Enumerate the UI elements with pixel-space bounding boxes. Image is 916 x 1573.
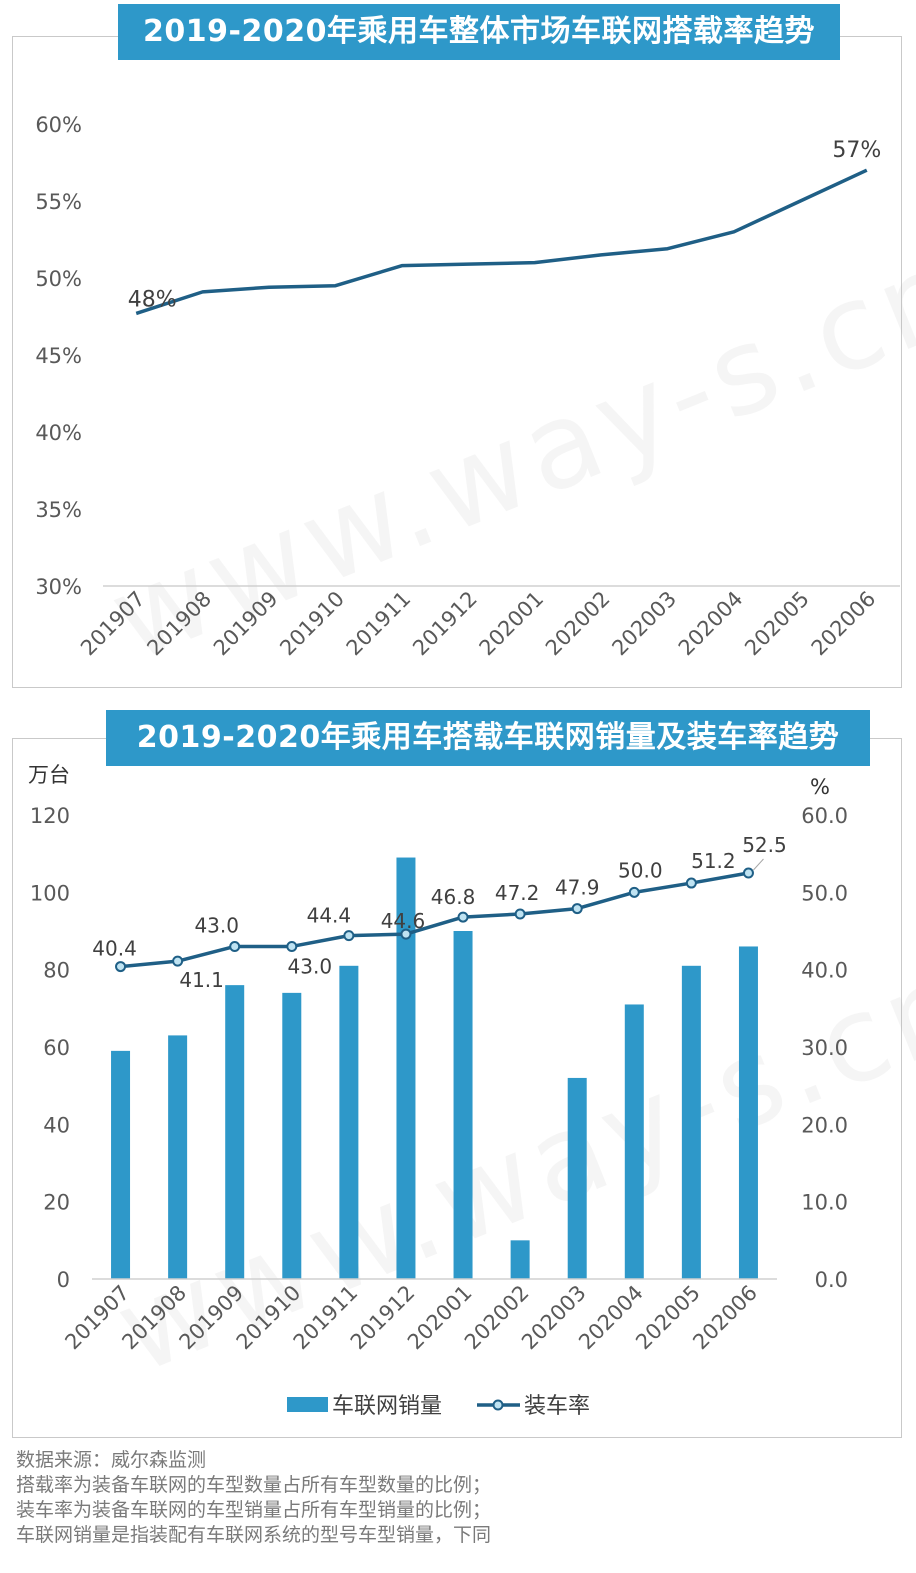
- y-tick-label-right: 0.0: [815, 1268, 848, 1292]
- bar: [168, 1035, 188, 1279]
- rate-marker: [343, 930, 355, 942]
- y-tick-label: 60%: [35, 113, 82, 137]
- bar: [339, 965, 359, 1279]
- y-tick-label-left: 100: [30, 881, 70, 905]
- bar: [225, 985, 245, 1279]
- bar: [510, 1240, 530, 1279]
- legend-label: 车联网销量: [332, 1394, 442, 1419]
- data-label: 57%: [832, 138, 881, 163]
- y-tick-label-left: 60: [43, 1036, 70, 1060]
- y-tick-label-right: 30.0: [801, 1036, 848, 1060]
- rate-data-label: 50.0: [618, 858, 663, 882]
- y-tick-label-left: 0: [57, 1268, 70, 1292]
- rate-marker: [286, 940, 298, 952]
- bar: [624, 1004, 644, 1279]
- x-tick-label: 202006: [688, 1281, 762, 1355]
- footnote-definition: 装车率为装备车联网的车型销量占所有车型销量的比例；: [16, 1499, 492, 1521]
- y-tick-label-left: 120: [30, 804, 70, 828]
- rate-marker: [115, 961, 127, 973]
- y-tick-label: 55%: [35, 190, 82, 214]
- legend-label: 装车率: [524, 1394, 590, 1419]
- bar: [453, 931, 473, 1279]
- y-axis-unit-left: 万台: [28, 763, 70, 787]
- rate-data-label: 41.1: [179, 968, 224, 992]
- footnote-definition: 搭载率为装备车联网的车型数量占所有车型数量的比例；: [16, 1474, 492, 1496]
- bar: [396, 857, 416, 1279]
- rate-data-label: 51.2: [691, 849, 736, 873]
- series-line: [135, 168, 868, 316]
- bar: [567, 1077, 587, 1279]
- rate-marker: [457, 911, 469, 923]
- y-tick-label: 40%: [35, 421, 82, 445]
- rate-marker: [514, 908, 526, 920]
- y-tick-label-right: 60.0: [801, 804, 848, 828]
- bar: [681, 965, 701, 1279]
- line-chart: 30%35%40%45%50%55%60%2019072019082019092…: [35, 113, 900, 660]
- rate-data-label: 47.9: [555, 876, 600, 900]
- bar: [738, 946, 758, 1279]
- y-tick-label: 50%: [35, 267, 82, 291]
- rate-marker: [229, 940, 241, 952]
- rate-marker: [742, 867, 754, 879]
- y-tick-label-right: 20.0: [801, 1113, 848, 1137]
- label-leader-line: [753, 858, 764, 871]
- y-tick-label-right: 50.0: [801, 881, 848, 905]
- line-chart-panel: [12, 36, 902, 688]
- chart-title: 2019-2020年乘用车整体市场车联网搭载率趋势: [118, 4, 840, 60]
- combo-chart: 万台 % 0 20 40 60 80 100 120 0.0 10.0 20.0 30.0 40.0 50.…: [28, 763, 848, 1419]
- y-tick-label-right: 40.0: [801, 959, 848, 983]
- y-tick-label: 45%: [35, 344, 82, 368]
- y-axis-unit-right: %: [810, 775, 830, 799]
- rate-line: [120, 871, 749, 969]
- y-tick-label-right: 10.0: [801, 1191, 848, 1215]
- rate-data-label: 44.6: [381, 909, 426, 933]
- rate-marker: [571, 903, 583, 915]
- y-tick-label: 35%: [35, 498, 82, 522]
- data-label: 48%: [128, 287, 177, 312]
- rate-marker: [400, 928, 412, 940]
- legend-swatch-marker: [492, 1399, 504, 1411]
- footnote-definition: 车联网销量是指装配有车联网系统的型号车型销量，下同: [16, 1524, 492, 1546]
- y-tick-label: 30%: [35, 575, 82, 599]
- bar: [282, 992, 302, 1279]
- rate-data-label: 44.4: [307, 904, 352, 928]
- rate-data-label: 46.8: [431, 885, 476, 909]
- rate-data-label: 47.2: [495, 881, 540, 905]
- rate-marker: [685, 877, 697, 889]
- rate-data-label: 43.0: [194, 913, 239, 937]
- rate-data-label: 52.5: [742, 833, 787, 857]
- y-tick-label-left: 80: [43, 959, 70, 983]
- rate-marker: [628, 886, 640, 898]
- footnote-source: 数据来源：威尔森监测: [16, 1449, 207, 1471]
- footnotes: 数据来源：威尔森监测 搭载率为装备车联网的车型数量占所有车型数量的比例； 装车率…: [16, 1448, 896, 1548]
- y-tick-label-left: 20: [43, 1191, 70, 1215]
- chart-title: 2019-2020年乘用车搭载车联网销量及装车率趋势: [106, 710, 870, 766]
- rate-data-label: 43.0: [288, 954, 333, 978]
- bar: [111, 1050, 131, 1279]
- legend-swatch-bar: [287, 1397, 328, 1412]
- rate-marker: [172, 955, 184, 967]
- y-tick-label-left: 40: [43, 1113, 70, 1137]
- rate-data-label: 40.4: [92, 937, 137, 961]
